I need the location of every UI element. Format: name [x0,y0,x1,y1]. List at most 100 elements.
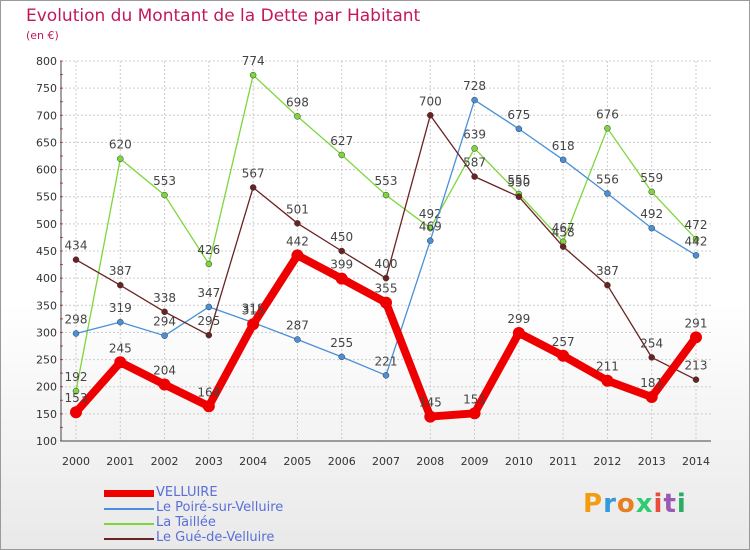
chart-title: Evolution du Montant de la Dette par Hab… [26,6,421,26]
y-tick-label: 550 [36,191,57,204]
data-label: 550 [507,176,530,190]
data-label: 675 [507,108,530,122]
data-point [294,336,301,343]
data-point [427,112,434,119]
data-label: 627 [330,134,353,148]
legend-label: Le Poiré-sur-Velluire [156,500,284,515]
data-label: 492 [640,207,663,221]
data-point [427,237,434,244]
data-label: 700 [419,94,442,108]
proxiti-logo: Proxiti [583,489,687,519]
data-point [161,308,168,316]
x-tick-label: 2011 [549,455,577,468]
data-label: 553 [375,174,398,188]
data-point [427,224,434,232]
y-tick-label: 150 [36,408,57,421]
x-tick-label: 2004 [239,455,267,468]
data-point [72,387,80,395]
data-label: 221 [375,354,398,368]
data-point [382,191,390,199]
legend-label: La Taillée [156,515,216,530]
data-label: 291 [685,316,708,330]
x-tick-label: 2001 [106,455,134,468]
y-tick-label: 200 [36,381,57,394]
data-point [648,354,655,361]
data-point [70,406,82,419]
data-label: 347 [197,286,220,300]
data-label: 204 [153,364,176,378]
data-point [338,247,345,255]
data-point [468,407,481,420]
data-label: 698 [286,95,309,109]
x-tick-label: 2006 [328,455,356,468]
logo-letter: P [583,489,604,519]
data-label: 151 [463,392,486,406]
legend-label: Le Gué-de-Velluire [156,530,275,545]
data-label: 676 [596,107,619,121]
data-point [72,330,80,337]
data-label: 426 [197,243,220,257]
data-point [515,193,523,200]
data-point [471,96,478,104]
data-point [645,391,658,404]
legend-swatch [104,490,154,497]
data-point [382,274,390,282]
data-point [202,400,215,413]
data-point [294,113,301,120]
data-point [114,356,127,369]
x-tick-label: 2013 [638,455,666,468]
data-label: 315 [242,303,265,317]
data-point [601,374,614,387]
data-label: 153 [65,391,88,405]
x-tick-label: 2005 [283,455,311,468]
data-point [692,252,700,259]
data-label: 387 [109,264,132,278]
data-label: 450 [330,230,353,244]
y-tick-label: 600 [36,164,57,177]
data-label: 255 [330,336,353,350]
data-label: 618 [552,139,575,153]
data-label: 399 [330,258,353,272]
data-label: 257 [552,335,575,349]
data-label: 254 [640,336,663,350]
data-point [471,173,478,180]
data-point [335,272,348,285]
data-point [424,410,437,423]
data-point [338,151,345,159]
data-label: 192 [65,370,88,384]
data-label: 556 [596,172,619,186]
x-tick-label: 2012 [593,455,621,468]
data-label: 245 [109,341,132,355]
data-label: 355 [375,282,398,296]
data-point [291,249,304,262]
data-label: 467 [552,221,575,235]
data-point [604,281,611,289]
data-point [161,191,168,199]
legend-swatch [104,508,154,510]
y-tick-label: 500 [36,218,57,231]
logo-letter: x [635,489,654,519]
data-point [692,376,700,383]
data-point [559,156,567,164]
data-point [604,190,611,197]
data-point [205,303,213,311]
data-label: 774 [242,54,265,68]
y-tick-label: 400 [36,272,57,285]
data-point [158,378,171,391]
y-tick-label: 700 [36,109,57,122]
data-label: 555 [507,173,530,187]
legend-swatch [104,538,154,540]
data-point [161,332,168,339]
data-label: 145 [419,396,442,410]
data-label: 620 [109,138,132,152]
x-tick-label: 2002 [151,455,179,468]
data-label: 492 [419,207,442,221]
data-point [294,220,301,227]
logo-letter: r [603,489,617,519]
data-point [205,260,213,268]
y-tick-label: 650 [36,136,57,149]
data-point [559,243,567,250]
data-point [515,125,523,133]
data-point [557,349,570,362]
